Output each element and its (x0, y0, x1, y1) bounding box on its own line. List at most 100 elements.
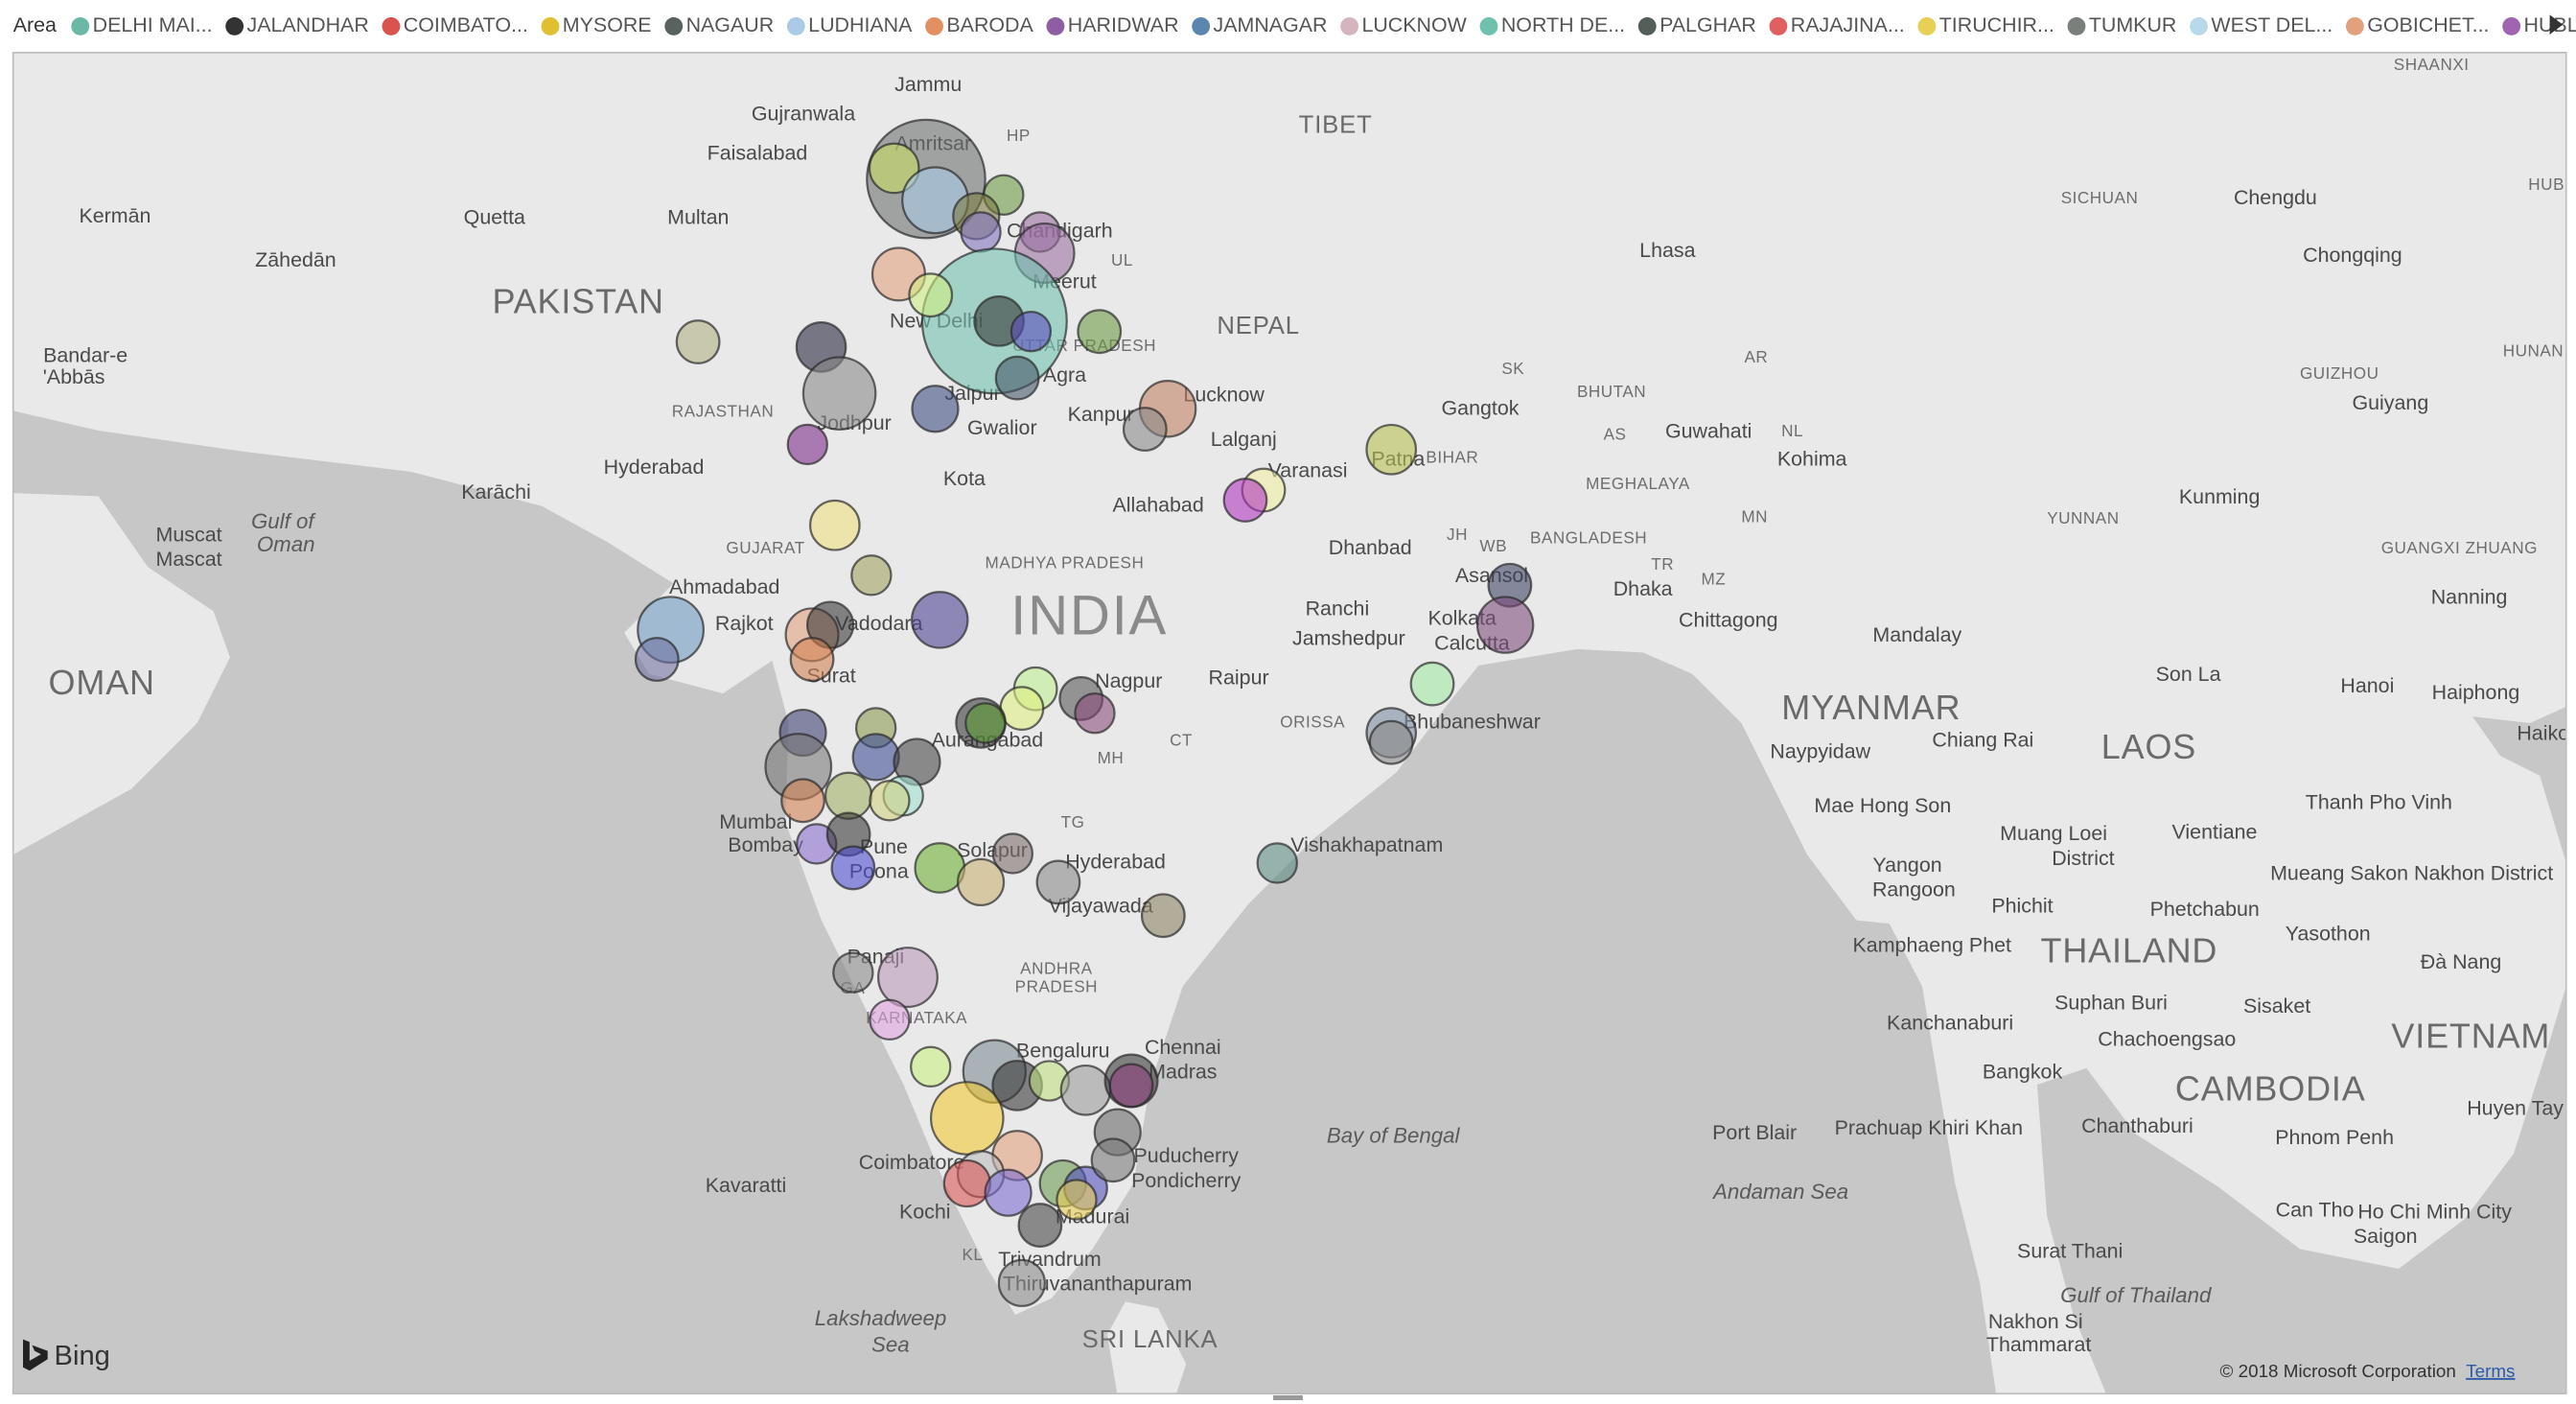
legend-label: JALANDHAR (247, 13, 369, 36)
bubble[interactable] (1140, 893, 1186, 939)
bubble[interactable] (997, 1258, 1046, 1307)
legend-item[interactable]: HUBLI (2502, 13, 2576, 36)
place-label: Dhaka (1613, 577, 1673, 600)
bubble[interactable] (1122, 407, 1168, 452)
bubble[interactable] (994, 355, 1040, 401)
bubble[interactable] (1368, 719, 1414, 765)
bubble[interactable] (675, 319, 721, 364)
bubble[interactable] (960, 211, 1002, 253)
legend-label: PALGHAR (1659, 13, 1756, 36)
bubble[interactable] (911, 591, 969, 649)
legend-item[interactable]: PALGHAR (1637, 13, 1756, 36)
place-label: BHUTAN (1577, 382, 1646, 401)
bubble[interactable] (956, 857, 1006, 907)
place-label: SHAANXI (2394, 55, 2470, 74)
bubble[interactable] (850, 554, 893, 597)
bubble[interactable] (1222, 478, 1268, 523)
bing-text: Bing (55, 1341, 110, 1371)
bubble[interactable] (1256, 842, 1298, 884)
bubble[interactable] (832, 951, 874, 994)
bubble[interactable] (801, 356, 877, 432)
place-label: Madras (1149, 1061, 1217, 1084)
bubble[interactable] (964, 702, 1007, 744)
bubble[interactable] (999, 686, 1045, 732)
legend-item[interactable]: NAGAUR (664, 13, 774, 36)
legend-item[interactable]: TIRUCHIR... (1917, 13, 2054, 36)
bubble[interactable] (1108, 1063, 1154, 1109)
legend-item[interactable]: GOBICHET... (2345, 13, 2490, 36)
legend-item[interactable]: RAJAJINA... (1769, 13, 1905, 36)
bubble[interactable] (851, 733, 900, 782)
legend-item[interactable]: JALANDHAR (225, 13, 369, 36)
bubble[interactable] (911, 385, 960, 433)
bubble[interactable] (634, 637, 680, 682)
place-label: SRI LANKA (1082, 1326, 1218, 1353)
bubble[interactable] (1017, 1203, 1063, 1248)
place-label: Đà Nang (2421, 950, 2501, 973)
bubble[interactable] (1090, 1137, 1136, 1183)
bubble[interactable] (780, 778, 825, 824)
place-label: Yangon (1872, 854, 1941, 877)
legend-item[interactable]: DELHI MAI... (71, 13, 213, 36)
legend-label: COIMBATO... (404, 13, 528, 36)
place-label: Naypyidaw (1770, 740, 1870, 763)
place-label: JH (1447, 525, 1468, 544)
bubble[interactable] (991, 832, 1034, 875)
place-label: MZ (1701, 569, 1726, 588)
bubble[interactable] (830, 845, 876, 891)
bubble[interactable] (942, 1158, 991, 1208)
legend-label: GOBICHET... (2367, 13, 2489, 36)
bubble[interactable] (929, 1081, 1005, 1156)
bubble[interactable] (1059, 1064, 1112, 1116)
bubble[interactable] (868, 142, 920, 195)
legend-item[interactable]: JAMNAGAR (1192, 13, 1327, 36)
legend-item[interactable]: BARODA (925, 13, 1034, 36)
place-label: Mandalay (1872, 623, 1961, 646)
bubble[interactable] (1056, 1179, 1098, 1221)
legend-item[interactable]: HARIDWAR (1046, 13, 1179, 36)
place-label: Haiko (2517, 722, 2569, 745)
bubble[interactable] (1365, 423, 1418, 476)
legend-item[interactable]: NORTH DE... (1479, 13, 1626, 36)
terms-link[interactable]: Terms (2466, 1361, 2515, 1381)
legend-item[interactable]: TUMKUR (2067, 13, 2177, 36)
legend-next-arrow[interactable] (2549, 14, 2564, 35)
place-label: HUNAN (2503, 340, 2564, 360)
bubble[interactable] (1074, 692, 1116, 735)
bubble[interactable] (1035, 859, 1081, 905)
bubble[interactable] (908, 272, 954, 318)
bubble[interactable] (789, 637, 835, 682)
bubble[interactable] (786, 423, 828, 466)
bubble[interactable] (876, 947, 939, 1009)
place-label: 'Abbās (43, 365, 105, 388)
place-label: Phnom Penh (2275, 1126, 2394, 1149)
resize-handle[interactable] (1273, 1394, 1303, 1401)
place-label: TIBET (1299, 112, 1373, 139)
place-label: Kunming (2179, 485, 2260, 508)
bubble[interactable] (809, 499, 861, 551)
place-label: AR (1744, 347, 1768, 366)
land (12, 493, 230, 855)
bubble[interactable] (1077, 309, 1123, 355)
bubble[interactable] (1010, 310, 1053, 353)
map-area: Jammu Gujranwala HP TIBET SHAANXI Faisalabad A… (12, 52, 2569, 1394)
bubble[interactable] (1475, 596, 1535, 654)
bubble[interactable] (869, 780, 911, 822)
place-label: AS (1604, 425, 1627, 444)
legend-item[interactable]: LUDHIANA (786, 13, 913, 36)
legend-item[interactable]: MYSORE (541, 13, 652, 36)
bubble[interactable] (910, 1045, 952, 1088)
legend-item[interactable]: WEST DEL... (2190, 13, 2332, 36)
legend-marker (225, 16, 244, 35)
place-label: Dhanbad (1329, 536, 1412, 559)
bubble[interactable] (1409, 661, 1455, 707)
place-label: Vishakhapatnam (1290, 833, 1443, 856)
bubble[interactable] (869, 998, 911, 1041)
bing-icon (22, 1339, 48, 1371)
place-label: Nagpur (1095, 669, 1162, 692)
legend-item[interactable]: COIMBATO... (382, 13, 528, 36)
place-label: Gulf of (251, 509, 316, 533)
bubble[interactable] (984, 1168, 1033, 1217)
legend-item[interactable]: LUCKNOW (1340, 13, 1468, 36)
place-label: Gujranwala (752, 103, 855, 126)
